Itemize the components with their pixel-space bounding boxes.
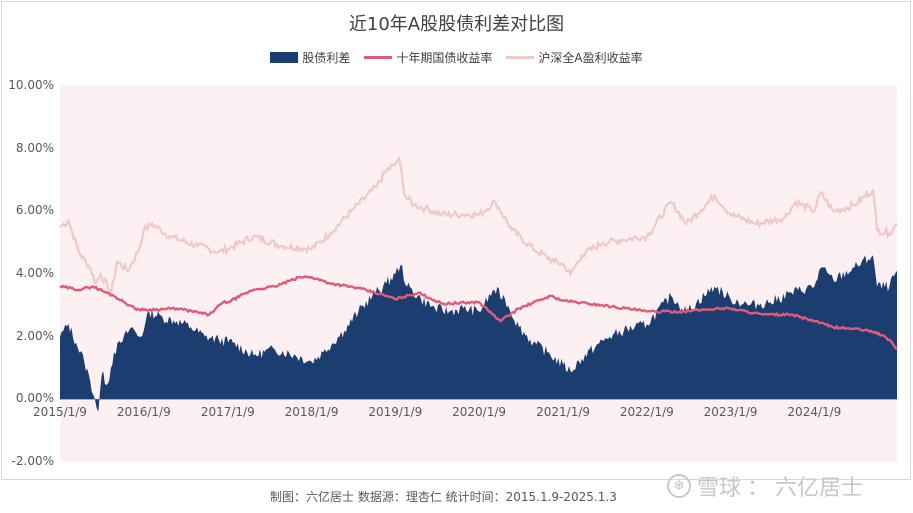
- watermark-separator: ：: [747, 476, 770, 501]
- legend-item-earnings: 沪深全A盈利收益率: [506, 49, 643, 66]
- footer-credit: 制图：六亿居士 数据源：理杏仁 统计时间：2015.1.9-2025.1.3: [270, 490, 617, 504]
- y-tick-label: 10.00%: [8, 78, 54, 92]
- legend-label-spread: 股债利差: [302, 51, 351, 65]
- x-tick-label: 2024/1/9: [787, 405, 842, 419]
- y-tick-label: 4.00%: [15, 266, 54, 280]
- x-tick-label: 2019/1/9: [368, 405, 423, 419]
- x-tick-label: 2018/1/9: [284, 405, 339, 419]
- y-tick-label: 6.00%: [15, 203, 54, 218]
- legend-swatch-earnings: [506, 56, 535, 59]
- series-earnings-yield-line: [59, 154, 898, 296]
- x-tick-label: 2023/1/9: [703, 405, 758, 419]
- watermark: ❄ 雪球 ： 六亿居士: [667, 470, 863, 502]
- x-tick-label: 2022/1/9: [619, 405, 674, 419]
- x-tick-label: 2015/1/9: [33, 405, 87, 419]
- chart-legend: 股债利差 十年期国债收益率 沪深全A盈利收益率: [0, 49, 913, 66]
- x-tick-label: 2020/1/9: [452, 405, 507, 419]
- y-tick-label: 8.00%: [15, 140, 54, 155]
- watermark-brand: 雪球: [697, 476, 742, 501]
- series-spread-area: [60, 255, 897, 412]
- y-tick-label: 0.00%: [15, 391, 54, 406]
- legend-item-bond: 十年期国债收益率: [364, 49, 492, 66]
- y-tick-label: -2.00%: [11, 454, 54, 468]
- watermark-author: 六亿居士: [775, 476, 864, 501]
- snowball-logo-icon: ❄: [667, 474, 691, 498]
- series-bond-yield-line: [59, 275, 898, 351]
- y-tick-label: 2.00%: [15, 328, 54, 343]
- legend-swatch-bond: [364, 56, 393, 59]
- legend-label-bond: 十年期国债收益率: [396, 51, 493, 65]
- legend-item-spread: 股债利差: [270, 49, 350, 66]
- legend-swatch-spread: [270, 52, 299, 63]
- x-tick-label: 2021/1/9: [536, 405, 591, 419]
- chart-title: 近10年A股股债利差对比图: [348, 14, 565, 35]
- x-tick-label: 2016/1/9: [116, 405, 171, 419]
- x-tick-label: 2017/1/9: [200, 405, 255, 419]
- legend-label-earnings: 沪深全A盈利收益率: [538, 51, 643, 65]
